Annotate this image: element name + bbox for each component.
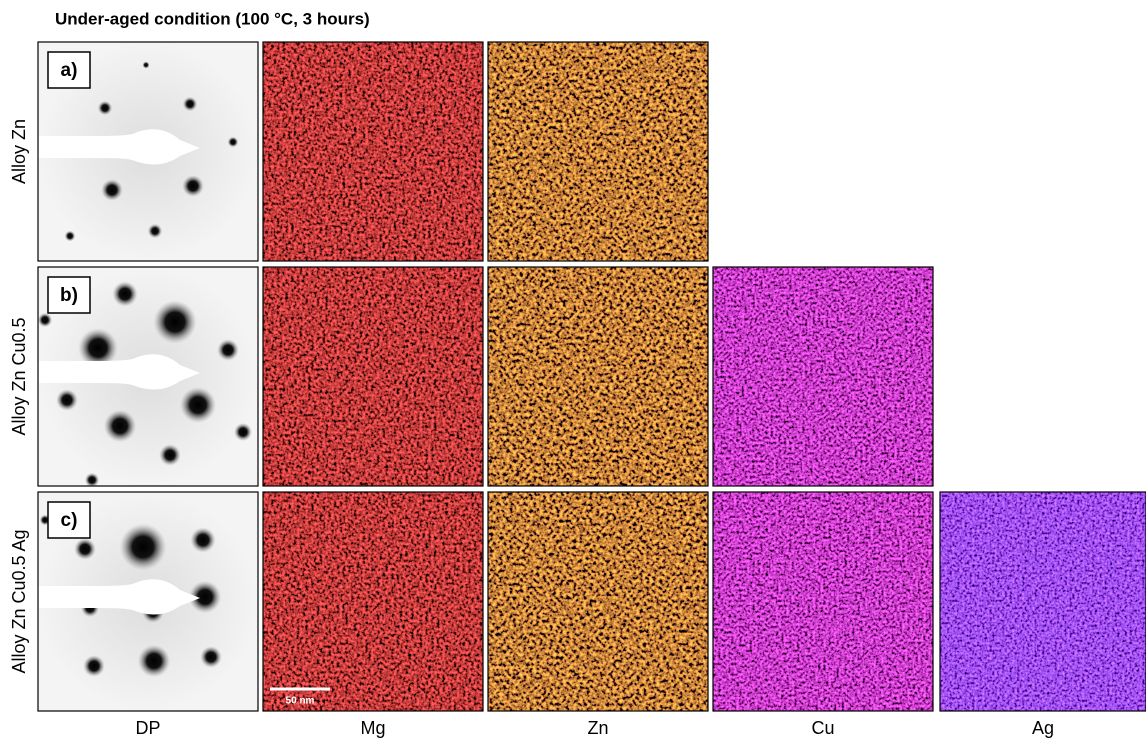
column-label: DP: [135, 718, 160, 738]
beam-stopper: [38, 354, 200, 390]
diffraction-spot: [190, 527, 216, 553]
beam-stopper: [38, 579, 200, 615]
diffraction-spot: [37, 312, 53, 328]
panel-border: [262, 266, 484, 487]
diffraction-spot: [78, 328, 118, 368]
eds-map: [263, 42, 483, 261]
eds-map: [488, 492, 708, 711]
diffraction-spot: [97, 100, 113, 116]
panel-label: a): [61, 60, 78, 81]
eds-map: [488, 42, 708, 261]
panel-border: [262, 491, 484, 712]
panel-label: b): [60, 285, 78, 306]
eds-map: [713, 492, 933, 711]
diffraction-spot: [159, 444, 181, 466]
panel-label-box: [47, 51, 91, 89]
panel-border: [487, 491, 709, 712]
panel-border: [712, 266, 934, 487]
diffraction-spot: [217, 339, 239, 361]
beam-stopper: [38, 129, 200, 165]
column-label: Ag: [1032, 718, 1054, 738]
diffraction-spot: [74, 538, 96, 560]
column-label: Mg: [360, 718, 385, 738]
diffraction-pattern: c): [38, 492, 258, 711]
eds-map: [263, 492, 483, 711]
diffraction-spot: [84, 472, 100, 488]
diffraction-spot: [234, 423, 252, 441]
panel-border: [37, 491, 259, 712]
eds-map: [263, 267, 483, 486]
panel-border: [37, 41, 259, 262]
panel-label: c): [61, 510, 78, 531]
scale-bar-label: 50 nm: [286, 696, 315, 707]
diffraction-spot: [182, 96, 198, 112]
diffraction-spot: [227, 136, 239, 148]
diffraction-spot: [64, 230, 76, 242]
panel-label-box: [47, 276, 91, 314]
diffraction-spot: [180, 387, 216, 423]
panel-border: [487, 41, 709, 262]
figure-title: Under-aged condition (100 °C, 3 hours): [55, 9, 370, 28]
column-label: Cu: [811, 718, 834, 738]
panel-border: [939, 491, 1146, 712]
diffraction-pattern: a): [38, 42, 258, 261]
diffraction-spot: [119, 523, 167, 571]
row-label: Alloy Zn Cu0.5: [9, 317, 29, 435]
eds-map: [713, 267, 933, 486]
column-label: Zn: [587, 718, 608, 738]
diffraction-spot: [112, 281, 138, 307]
diffraction-spot: [101, 179, 123, 201]
row-label: Alloy Zn: [9, 119, 29, 184]
panel-border: [487, 266, 709, 487]
diffraction-spot: [137, 644, 171, 678]
diffraction-spot: [56, 389, 78, 411]
eds-map: [940, 492, 1146, 711]
panel-border: [262, 41, 484, 262]
diffraction-spot: [153, 300, 197, 344]
diffraction-pattern: b): [37, 267, 258, 488]
diffraction-spot: [182, 175, 204, 197]
diffraction-spot: [142, 61, 150, 69]
panel-border: [37, 266, 259, 487]
eds-map: [488, 267, 708, 486]
diffraction-spot: [200, 646, 222, 668]
row-label: Alloy Zn Cu0.5 Ag: [9, 529, 29, 673]
panel-label-box: [47, 501, 91, 539]
diffraction-spot: [188, 580, 222, 614]
diffraction-spot: [83, 655, 105, 677]
diffraction-spot: [103, 409, 137, 443]
diffraction-spot: [147, 223, 163, 239]
panel-border: [712, 491, 934, 712]
